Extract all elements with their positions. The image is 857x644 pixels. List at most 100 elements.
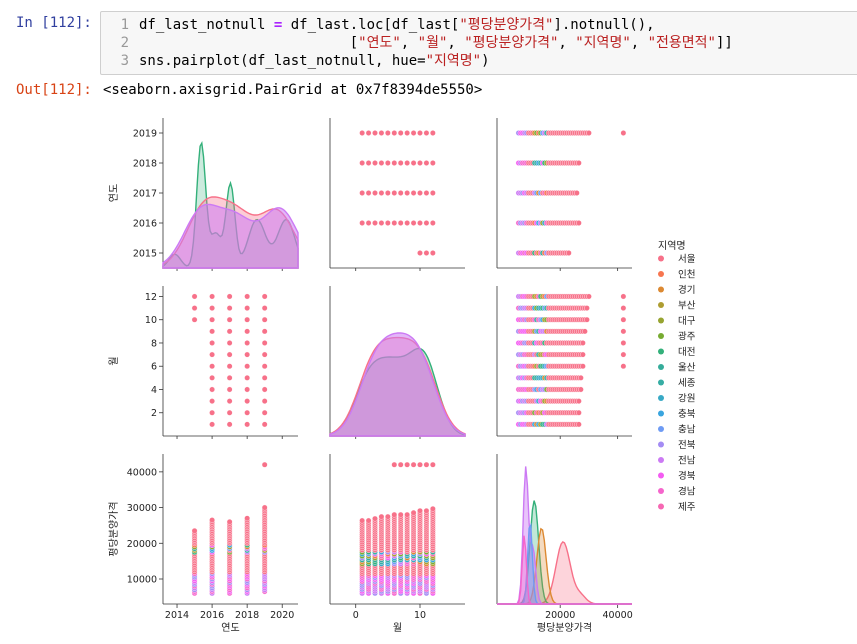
- x-tick-label: 2020: [270, 610, 294, 621]
- scatter-point: [359, 160, 366, 166]
- scatter-point: [429, 461, 436, 468]
- legend-entry: 세종: [678, 378, 696, 389]
- input-prompt: In [112]:: [16, 15, 92, 31]
- scatter-point: [244, 398, 251, 405]
- code-token: ,: [447, 35, 465, 51]
- scatter-point: [372, 190, 378, 196]
- code-token: ,: [400, 35, 418, 51]
- scatter-point: [365, 160, 372, 166]
- scatter-point: [577, 386, 584, 393]
- scatter-point: [620, 316, 627, 323]
- legend-marker: [658, 286, 664, 293]
- legend-entry: 대전: [678, 347, 695, 358]
- code-token: "월": [417, 35, 448, 51]
- legend-entry: 광주: [678, 331, 696, 343]
- scatter-point: [384, 190, 391, 196]
- legend-entry: 울산: [678, 363, 696, 374]
- scatter-point: [417, 160, 423, 166]
- legend-entry: 서울: [678, 254, 696, 265]
- scatter-point: [410, 220, 417, 226]
- scatter-point: [575, 160, 582, 166]
- code-token: ]]: [716, 35, 733, 51]
- y-axis-label: 월: [108, 356, 120, 365]
- code-token: "연도": [358, 35, 401, 51]
- scatter-point: [391, 220, 398, 226]
- kde-area: [497, 540, 632, 605]
- x-tick-label: 2018: [235, 610, 259, 621]
- x-tick-label: 2014: [165, 610, 189, 621]
- x-tick-label: 10: [414, 610, 426, 621]
- scatter-point: [397, 220, 404, 226]
- scatter-point: [423, 160, 430, 166]
- output-text: <seaborn.axisgrid.PairGrid at 0x7f8394de…: [103, 82, 483, 98]
- scatter-point: [209, 374, 215, 381]
- scatter-point: [620, 293, 627, 300]
- y-tick-label: 20000: [127, 539, 157, 550]
- scatter-point: [584, 316, 590, 323]
- scatter-point: [226, 351, 233, 358]
- scatter-point: [359, 190, 366, 196]
- scatter-point: [575, 409, 582, 416]
- legend-entry: 부산: [678, 301, 696, 312]
- code-token: ,: [558, 35, 576, 51]
- scatter-point: [391, 461, 398, 468]
- y-tick-label: 4: [151, 385, 157, 396]
- scatter-point: [378, 130, 385, 136]
- scatter-point: [359, 220, 366, 226]
- scatter-point: [429, 130, 436, 136]
- legend-marker: [658, 317, 664, 324]
- scatter-point: [261, 504, 268, 511]
- kde-area: [162, 203, 299, 269]
- scatter-point: [372, 130, 378, 136]
- scatter-point: [410, 130, 417, 136]
- scatter-point: [378, 190, 385, 196]
- scatter-point: [359, 130, 366, 136]
- scatter-point: [397, 160, 404, 166]
- scatter-point: [378, 160, 385, 166]
- scatter-point: [244, 363, 251, 370]
- code-cell[interactable]: 1 2 3 df_last_notnull = df_last.loc[df_las…: [100, 11, 857, 75]
- scatter-point: [209, 351, 215, 358]
- legend-marker: [658, 503, 664, 510]
- scatter-point: [261, 421, 268, 428]
- scatter-point: [573, 190, 580, 196]
- scatter-point: [575, 398, 582, 405]
- code-line: sns.pairplot(df_last_notnull, hue="지역명"): [139, 52, 733, 70]
- y-tick-label: 10: [145, 315, 157, 326]
- code-token: "평당분양가격": [459, 17, 554, 33]
- y-tick-label: 2: [151, 408, 157, 419]
- scatter-point: [359, 517, 366, 524]
- scatter-point: [378, 220, 385, 226]
- scatter-point: [579, 363, 586, 370]
- scatter-point: [620, 305, 627, 311]
- scatter-point: [191, 293, 198, 300]
- legend-marker: [658, 333, 664, 339]
- scatter-point: [372, 220, 378, 226]
- legend-marker: [658, 302, 664, 308]
- scatter-point: [209, 517, 215, 523]
- scatter-point: [410, 509, 417, 516]
- scatter-point: [417, 507, 423, 514]
- scatter-point: [423, 507, 430, 514]
- scatter-point: [579, 351, 586, 358]
- legend-entry: 충남: [678, 425, 696, 436]
- y-tick-label: 2017: [133, 189, 157, 200]
- scatter-point: [423, 461, 430, 468]
- scatter-point: [209, 316, 215, 323]
- scatter-point: [191, 305, 198, 311]
- x-tick-label: 40000: [603, 610, 633, 621]
- scatter-point: [209, 305, 215, 311]
- x-axis-label: 평당분양가격: [537, 621, 592, 634]
- code-editor[interactable]: df_last_notnull = df_last.loc[df_last["평…: [139, 16, 733, 70]
- scatter-point: [244, 316, 251, 323]
- scatter-point: [579, 340, 586, 346]
- x-tick-label: 0: [353, 610, 359, 621]
- code-token: df_last.loc[df_last[: [282, 17, 460, 33]
- scatter-point: [397, 461, 404, 468]
- y-axis-label: 연도: [108, 184, 120, 202]
- line-number: 2: [120, 35, 129, 51]
- scatter-point: [372, 515, 378, 522]
- y-tick-label: 2015: [133, 249, 157, 260]
- scatter-point: [226, 398, 233, 405]
